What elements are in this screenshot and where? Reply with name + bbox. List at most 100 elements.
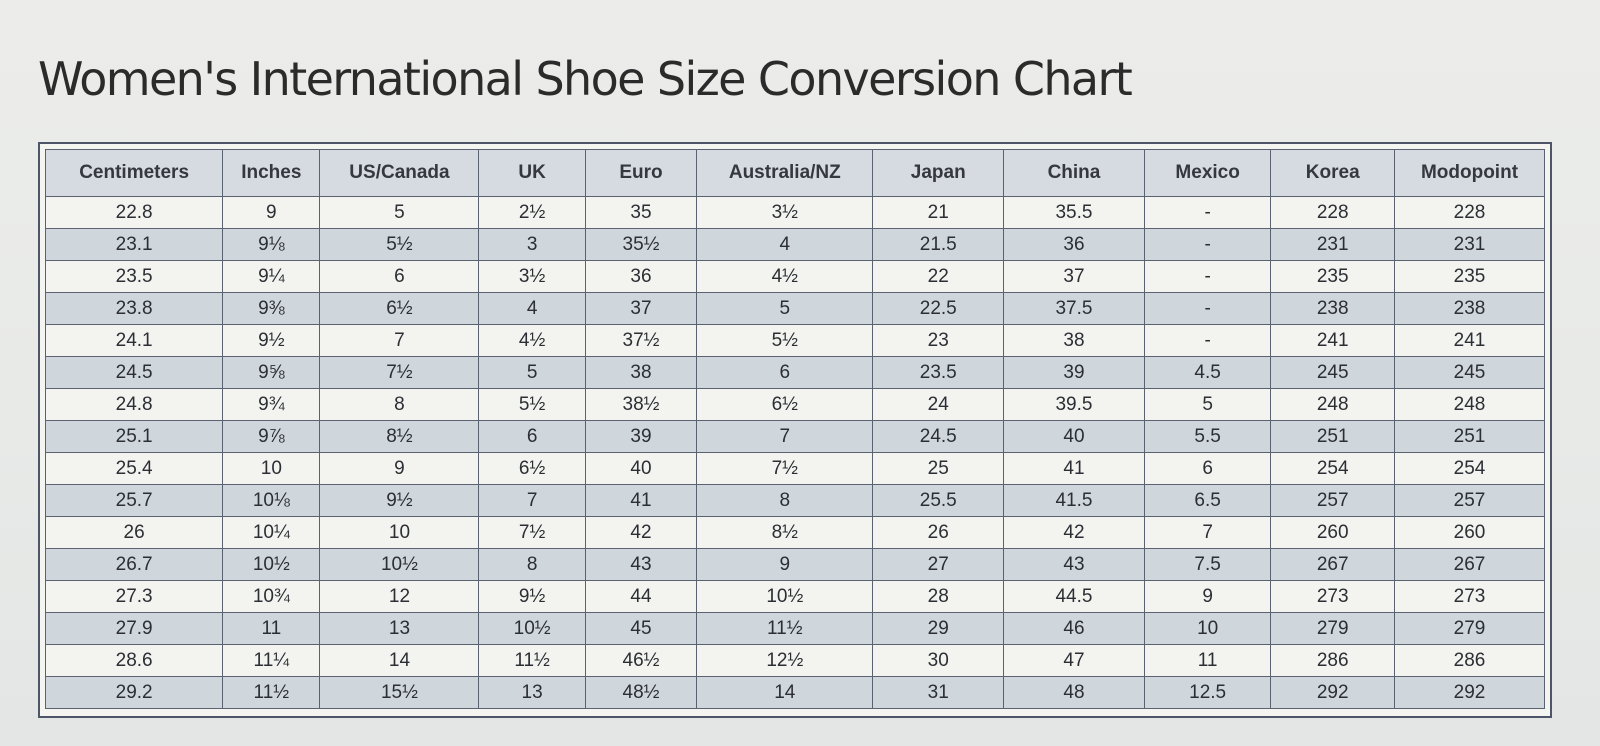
cell-china: 35.5 xyxy=(1003,196,1145,229)
column-header-australia-nz: Australia/NZ xyxy=(696,149,874,197)
cell-china: 41 xyxy=(1003,452,1145,485)
cell-china: 43 xyxy=(1003,548,1145,581)
cell-modopoint: 279 xyxy=(1394,612,1545,645)
cell-australia-nz: 7 xyxy=(696,420,874,453)
column-header-china: China xyxy=(1003,149,1145,197)
cell-australia-nz: 7½ xyxy=(696,452,874,485)
cell-uk: 7½ xyxy=(478,516,586,549)
cell-china: 39 xyxy=(1003,356,1145,389)
cell-inches: 9⅜ xyxy=(222,292,321,325)
cell-australia-nz: 6½ xyxy=(696,388,874,421)
table-row: 23.1 9⅛ 5½ 3 35½ 4 21.5 36-231 231 xyxy=(44,228,1545,261)
cell-uk: 7 xyxy=(478,484,586,517)
cell-us-canada: 7 xyxy=(319,324,480,357)
cell-japan: 21 xyxy=(872,196,1005,229)
cell-korea: 251 xyxy=(1270,420,1395,453)
cell-euro: 38½ xyxy=(584,388,698,421)
cell-inches: 9½ xyxy=(222,324,321,357)
cell-korea: 228 xyxy=(1270,196,1395,229)
cell-centimeters: 22.8 xyxy=(44,196,224,229)
cell-japan: 27 xyxy=(872,548,1005,581)
cell-uk: 5½ xyxy=(478,388,586,421)
cell-uk: 3½ xyxy=(478,260,586,293)
cell-japan: 26 xyxy=(872,516,1005,549)
cell-japan: 23 xyxy=(872,324,1005,357)
cell-australia-nz: 4½ xyxy=(696,260,874,293)
cell-uk: 13 xyxy=(478,676,586,709)
cell-inches: 9¼ xyxy=(222,260,321,293)
cell-centimeters: 24.5 xyxy=(44,356,224,389)
table-row: 23.8 9⅜ 6½ 4 37 5 22.5 37.5-238 238 xyxy=(44,292,1545,325)
cell-korea: 245 xyxy=(1270,356,1395,389)
cell-uk: 11½ xyxy=(478,644,586,677)
cell-modopoint: 248 xyxy=(1394,388,1545,421)
cell-australia-nz: 14 xyxy=(696,676,874,709)
cell-uk: 8 xyxy=(478,548,586,581)
cell-korea: 267 xyxy=(1270,548,1395,581)
cell-inches: 10½ xyxy=(222,548,321,581)
size-conversion-table: Centimeters Inches US/Canada UK Euro Aus… xyxy=(44,149,1545,709)
cell-us-canada: 12 xyxy=(319,580,480,613)
cell-us-canada: 8 xyxy=(319,388,480,421)
size-chart-frame: Centimeters Inches US/Canada UK Euro Aus… xyxy=(38,142,1552,718)
cell-centimeters: 29.2 xyxy=(44,676,224,709)
cell-inches: 11 xyxy=(222,612,321,645)
table-row: 29.2 11½ 15½ 13 48½ 14 31 48 12.5 292 292 xyxy=(44,676,1545,709)
cell-us-canada: 14 xyxy=(319,644,480,677)
cell-centimeters: 25.4 xyxy=(44,452,224,485)
column-header-modopoint: Modopoint xyxy=(1394,149,1545,197)
cell-korea: 257 xyxy=(1270,484,1395,517)
cell-mexico: 6 xyxy=(1143,452,1272,485)
cell-euro: 38 xyxy=(584,356,698,389)
cell-mexico: 12.5 xyxy=(1143,676,1272,709)
cell-modopoint: 254 xyxy=(1394,452,1545,485)
cell-centimeters: 25.1 xyxy=(44,420,224,453)
cell-japan: 25 xyxy=(872,452,1005,485)
cell-modopoint: 267 xyxy=(1394,548,1545,581)
cell-modopoint: 238 xyxy=(1394,292,1545,325)
table-row: 28.6 11¼ 14 11½ 46½ 12½ 30 47 11 286 286 xyxy=(44,644,1545,677)
cell-china: 40 xyxy=(1003,420,1145,453)
cell-inches: 9⅞ xyxy=(222,420,321,453)
table-row: 24.5 9⅝ 7½ 5 38 6 23.5 39 4.5 245 245 xyxy=(44,356,1545,389)
cell-japan: 24 xyxy=(872,388,1005,421)
cell-china: 39.5 xyxy=(1003,388,1145,421)
cell-japan: 29 xyxy=(872,612,1005,645)
cell-euro: 42 xyxy=(584,516,698,549)
cell-korea: 260 xyxy=(1270,516,1395,549)
cell-china: 47 xyxy=(1003,644,1145,677)
cell-inches: 9¾ xyxy=(222,388,321,421)
cell-centimeters: 24.1 xyxy=(44,324,224,357)
cell-mexico: - xyxy=(1143,324,1272,357)
cell-us-canada: 7½ xyxy=(319,356,480,389)
cell-mexico: - xyxy=(1143,228,1272,261)
cell-inches: 9⅝ xyxy=(222,356,321,389)
cell-mexico: - xyxy=(1143,196,1272,229)
cell-us-canada: 8½ xyxy=(319,420,480,453)
cell-centimeters: 26 xyxy=(44,516,224,549)
cell-euro: 48½ xyxy=(584,676,698,709)
cell-china: 37 xyxy=(1003,260,1145,293)
cell-centimeters: 28.6 xyxy=(44,644,224,677)
cell-japan: 22 xyxy=(872,260,1005,293)
cell-mexico: - xyxy=(1143,260,1272,293)
cell-mexico: 5 xyxy=(1143,388,1272,421)
cell-korea: 231 xyxy=(1270,228,1395,261)
cell-inches: 11¼ xyxy=(222,644,321,677)
cell-us-canada: 5 xyxy=(319,196,480,229)
cell-euro: 44 xyxy=(584,580,698,613)
cell-centimeters: 23.5 xyxy=(44,260,224,293)
cell-us-canada: 9 xyxy=(319,452,480,485)
cell-australia-nz: 5½ xyxy=(696,324,874,357)
cell-euro: 36 xyxy=(584,260,698,293)
cell-inches: 10⅛ xyxy=(222,484,321,517)
cell-japan: 30 xyxy=(872,644,1005,677)
cell-euro: 41 xyxy=(584,484,698,517)
cell-mexico: 10 xyxy=(1143,612,1272,645)
cell-australia-nz: 4 xyxy=(696,228,874,261)
cell-korea: 273 xyxy=(1270,580,1395,613)
cell-china: 38 xyxy=(1003,324,1145,357)
cell-china: 37.5 xyxy=(1003,292,1145,325)
cell-modopoint: 286 xyxy=(1394,644,1545,677)
cell-japan: 21.5 xyxy=(872,228,1005,261)
